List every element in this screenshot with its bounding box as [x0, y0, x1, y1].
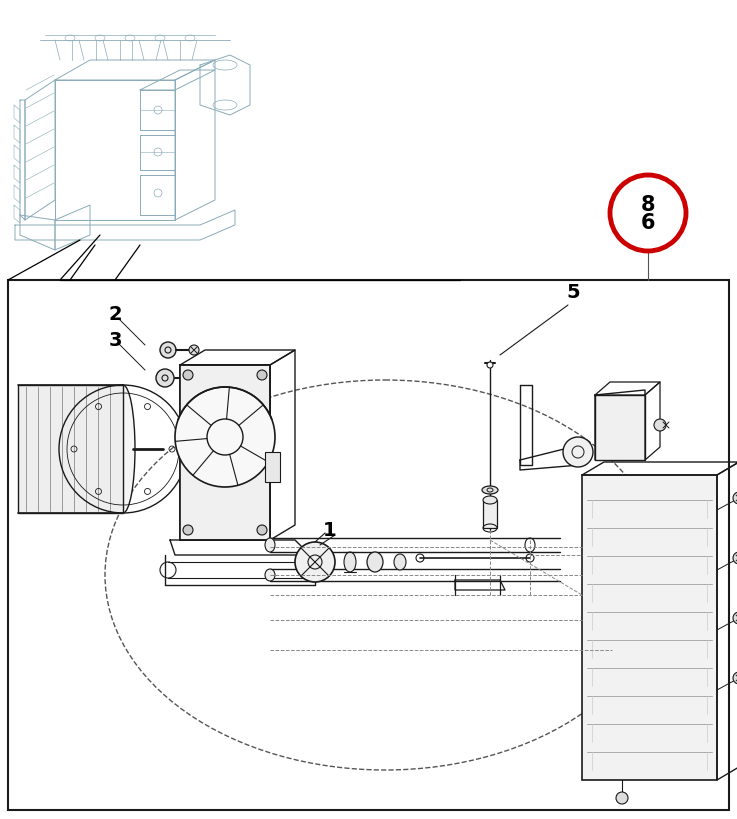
- Circle shape: [175, 387, 275, 487]
- Circle shape: [733, 672, 737, 684]
- Circle shape: [257, 525, 267, 535]
- Ellipse shape: [265, 538, 275, 552]
- Ellipse shape: [111, 385, 135, 513]
- Text: 2: 2: [108, 305, 122, 324]
- Text: 3: 3: [108, 331, 122, 350]
- Bar: [595, 395, 645, 460]
- Bar: [265, 452, 280, 482]
- Bar: [483, 500, 497, 528]
- Ellipse shape: [344, 552, 356, 572]
- Bar: [8, 280, 729, 810]
- Circle shape: [733, 552, 737, 564]
- Ellipse shape: [265, 569, 275, 581]
- Circle shape: [733, 612, 737, 624]
- Ellipse shape: [483, 496, 497, 504]
- Text: 8: 8: [640, 195, 655, 215]
- Circle shape: [563, 437, 593, 467]
- Ellipse shape: [482, 486, 498, 494]
- Circle shape: [487, 362, 493, 368]
- Ellipse shape: [367, 552, 383, 572]
- Circle shape: [257, 370, 267, 380]
- Circle shape: [183, 525, 193, 535]
- Circle shape: [183, 370, 193, 380]
- Bar: [180, 365, 270, 540]
- Circle shape: [295, 542, 335, 582]
- Circle shape: [191, 373, 201, 383]
- Bar: [18, 385, 123, 513]
- Circle shape: [189, 345, 199, 355]
- Circle shape: [616, 792, 628, 804]
- Text: 5: 5: [566, 283, 580, 302]
- Circle shape: [156, 369, 174, 387]
- Circle shape: [654, 419, 666, 431]
- Circle shape: [610, 175, 686, 251]
- Bar: [582, 475, 717, 780]
- Text: 6: 6: [640, 213, 655, 233]
- Circle shape: [160, 342, 176, 358]
- Text: 1: 1: [324, 521, 337, 540]
- Ellipse shape: [394, 554, 406, 570]
- Circle shape: [733, 492, 737, 504]
